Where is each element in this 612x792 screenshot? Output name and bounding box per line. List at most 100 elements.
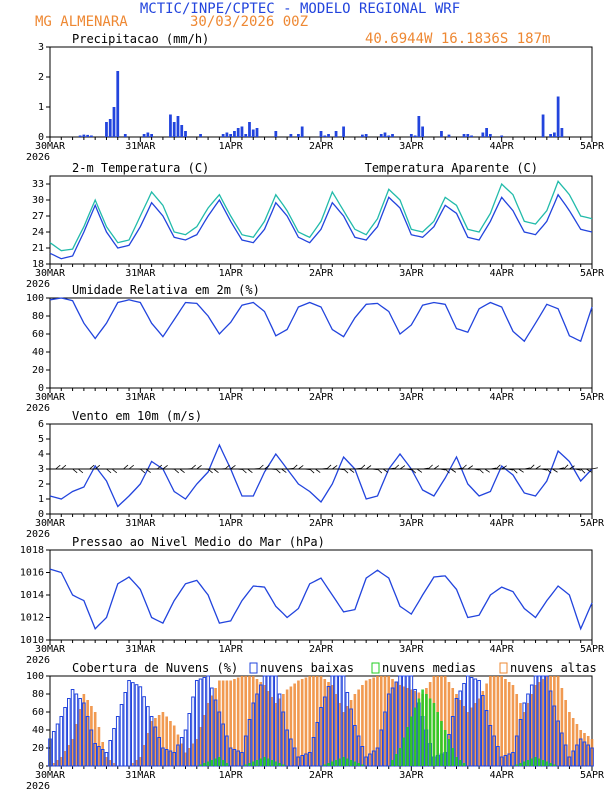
pressure-line [49,568,593,631]
cloud-bar-nuvens-baixas [379,729,384,767]
cloud-bar-nuvens-baixas [176,744,180,767]
wind-xtick-label: 1APR [219,518,244,529]
cloud-bar-nuvens-medias [462,763,466,766]
wind-barb [411,468,416,474]
precip-bar [180,125,184,137]
cloud-bar-nuvens-altas [368,679,372,766]
temp-legend-apparent: Temperatura Aparente (C) [365,161,538,175]
wind-barb [140,468,146,474]
cloud-bar-nuvens-altas [323,679,327,766]
cloud-bar-nuvens-baixas [590,747,594,767]
cloud-bar-nuvens-medias [330,761,334,766]
cloud-bar-nuvens-medias [255,760,259,766]
cloud-legend-label: nuvens medias [382,661,476,675]
cloud-bar-nuvens-altas [361,685,364,766]
cloud-bar-nuvens-altas [195,739,199,766]
precip-bar [86,134,90,137]
cloud-bar-nuvens-baixas [289,738,293,767]
cloud-bar-nuvens-altas [492,676,496,766]
cloud-bar-nuvens-altas [489,676,492,766]
cloud-bar-nuvens-medias [259,758,263,766]
wind-xtick-label: 31MAR [125,518,156,529]
cloud-bar-nuvens-altas [293,683,296,766]
temp-xtick-label: 1APR [219,268,244,279]
cloud-bar-nuvens-baixas [556,720,560,767]
cloud-bar-nuvens-altas [312,676,315,766]
temp-line [49,193,593,260]
cloud-bar-nuvens-altas [184,752,187,766]
wind-barb [123,464,129,470]
cloud-bar-nuvens-altas [583,733,586,766]
wind-barb [427,464,433,470]
temp-line [49,180,593,252]
cloud-bar-nuvens-medias [353,761,357,766]
cloud-bar-nuvens-altas [263,685,266,766]
precip-bar [244,134,248,137]
cloud-bar-nuvens-altas [534,685,537,766]
wind-xtick-label: 3APR [399,518,424,529]
wind-barb [569,465,575,470]
cloud-bar-nuvens-baixas [563,744,568,767]
cloud-bar-nuvens-medias [248,763,251,766]
cloud-bar-nuvens-altas [462,706,466,766]
cloud-bar-nuvens-baixas [123,692,128,767]
clouds-ytick-label: 40 [32,725,44,736]
cloud-bar-nuvens-altas [394,682,398,766]
rh-ytick-label: 20 [32,365,44,376]
precip-bar [105,122,108,137]
cloud-bar-nuvens-altas [391,679,394,766]
header-title: MCTIC/INPE/CPTEC - MODELO REGIONAL WRF [140,1,460,17]
cloud-bar-nuvens-altas [78,709,82,766]
wind-barb [264,465,270,470]
rh-xtick-label: 30MAR [35,392,66,403]
precip-bar [481,132,485,137]
wind-barb [55,464,61,470]
cloud-bar-nuvens-medias [346,758,349,766]
cloud-bar-nuvens-baixas [191,696,195,767]
precip-bar [556,96,560,137]
clouds-xtick-label: 5APR [580,770,605,781]
cloud-bar-nuvens-altas [455,694,458,766]
temp-ytick-label: 33 [32,179,44,190]
cloud-bar-nuvens-altas [206,703,210,766]
cloud-bar-nuvens-baixas [74,693,79,767]
cloud-bar-nuvens-altas [387,676,391,766]
cloud-bar-nuvens-medias [428,698,432,766]
cloud-legend-swatch [249,662,258,674]
cloud-bar-nuvens-medias [440,721,443,766]
cloud-bar-nuvens-altas [266,691,270,766]
cloud-bar-nuvens-baixas [108,740,113,767]
rh-title: Umidade Relativa em 2m (%) [72,283,260,297]
cloud-bar-nuvens-altas [135,760,138,766]
cloud-bar-nuvens-altas [522,712,526,766]
cloud-bar-nuvens-altas [233,679,236,766]
cloud-bar-nuvens-altas [176,734,180,766]
precip-bar [417,116,421,137]
cloud-bar-nuvens-altas [278,698,281,766]
cloud-bar-nuvens-medias [451,748,455,766]
cloud-bar-nuvens-altas [549,676,552,766]
cloud-bar-nuvens-altas [150,721,153,766]
clouds-ytick-label: 60 [32,707,44,718]
temp-xtick-label: 31MAR [125,268,156,279]
precip-xtick-label: 4APR [490,141,515,152]
cloud-bar-nuvens-altas [236,677,240,766]
wind-xtick-label: 4APR [490,518,515,529]
wind-barb [207,468,213,474]
cloud-bar-nuvens-baixas [183,729,188,767]
precip-bar [485,128,488,137]
wind-barb [365,465,372,470]
wind-barb [89,464,95,470]
cloud-bar-nuvens-altas [93,712,97,766]
cloud-bar-nuvens-baixas [97,746,101,767]
cloud-bar-nuvens-medias [210,760,214,766]
cloud-bar-nuvens-altas [63,751,67,766]
cloud-bar-nuvens-baixas [484,710,489,767]
clouds-ytick-label: 0 [38,761,44,772]
wind-barb [298,465,304,470]
cloud-bar-nuvens-altas [112,763,116,766]
rh-panel: Umidade Relativa em 2m (%) 0 20 40 60 80 100 30… [26,283,605,414]
precip-xtick-label: 31MAR [125,141,156,152]
cloud-bar-nuvens-baixas [236,750,241,767]
wind-barb [388,467,395,470]
